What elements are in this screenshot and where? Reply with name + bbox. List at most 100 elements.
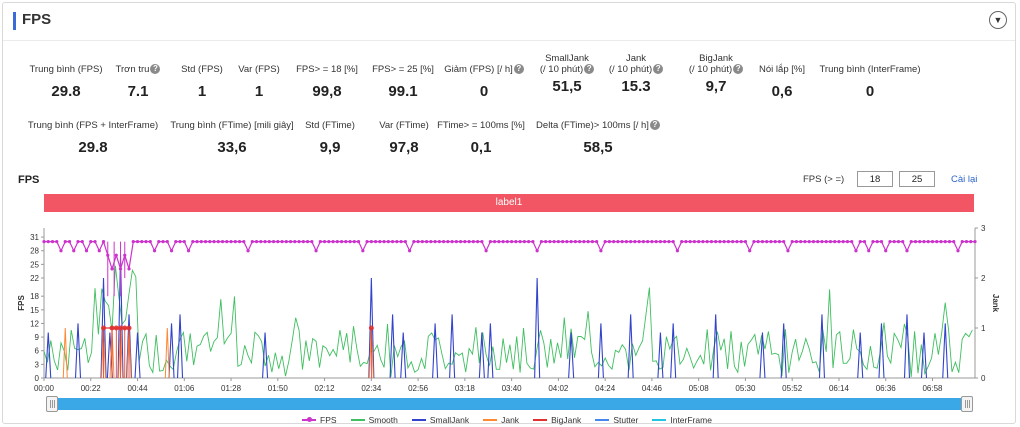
series-fps-point (790, 240, 794, 244)
series-smalljank-spike (106, 332, 113, 379)
series-fps-point (135, 240, 140, 244)
series-fps-line (44, 239, 975, 271)
series-fps-point (89, 240, 93, 244)
panel-header: FPS ▼ (3, 3, 1015, 41)
series-fps-point (573, 240, 577, 244)
series-fps-point (276, 240, 280, 244)
help-icon[interactable]: ? (150, 64, 161, 75)
series-fps-point (288, 240, 293, 244)
help-icon[interactable]: ? (513, 64, 524, 75)
fps-threshold-low-input[interactable] (857, 171, 893, 187)
series-fps-point (293, 240, 297, 244)
y2-axis-label: Jank (991, 294, 1000, 313)
chevron-down-icon[interactable]: ▼ (989, 11, 1007, 29)
series-smalljank-spike (597, 323, 604, 379)
stat-label: Nói lắp [%] (759, 64, 805, 75)
series-fps-point (84, 249, 89, 253)
legend-item[interactable]: Smooth (350, 414, 398, 426)
series-fps-point (603, 240, 607, 244)
stat-value: 7.1 (127, 83, 149, 100)
y-tick-label: 31 (30, 233, 39, 242)
scrollbar-left-handle[interactable] (46, 396, 58, 412)
reset-link[interactable]: Cài lại (951, 174, 978, 185)
series-fps-point (339, 240, 344, 244)
series-fps-point (484, 249, 488, 253)
series-fps-point (152, 249, 157, 253)
series-fps-point (97, 249, 101, 253)
help-icon[interactable]: ? (584, 64, 595, 75)
help-icon[interactable]: ? (733, 64, 744, 75)
legend-label: Stutter (613, 415, 639, 425)
legend-label: Jank (501, 415, 520, 425)
legend-item[interactable]: BigJank (533, 414, 581, 426)
series-fps-point (786, 249, 790, 253)
series-fps-point (918, 240, 922, 244)
stat-value: 1 (254, 83, 264, 100)
series-smalljank-spike (568, 332, 575, 379)
help-icon[interactable]: ? (649, 120, 660, 131)
label-bar[interactable]: label1 (44, 194, 974, 212)
series-fps-point (833, 240, 837, 244)
x-tick-label: 01:06 (174, 384, 195, 393)
series-fps-point (875, 240, 879, 244)
series-fps-point (505, 240, 509, 244)
series-smalljank-spike (176, 314, 184, 379)
legend-item[interactable]: Jank (483, 414, 519, 426)
series-fps-point (80, 240, 84, 244)
series-fps-point (616, 240, 620, 244)
timeline-scrollbar[interactable] (46, 398, 972, 410)
series-fps-point (110, 267, 114, 271)
series-smalljank-spike (627, 314, 634, 379)
series-fps-point (140, 240, 144, 244)
series-fps-point (331, 240, 335, 244)
stat-value: 99,8 (312, 83, 342, 100)
series-fps-point (548, 240, 552, 244)
help-icon[interactable]: ? (653, 64, 664, 75)
series-fps-point (476, 240, 480, 244)
series-fps-point (237, 240, 242, 244)
series-smalljank-spike (134, 332, 141, 379)
series-smalljank-spike (878, 323, 885, 379)
stat-label: FPS> = 25 [%] (372, 64, 434, 75)
series-fps-point (378, 240, 382, 244)
panel-title: FPS (22, 11, 52, 28)
series-fps-point (63, 240, 67, 244)
series-fps-point (114, 253, 118, 257)
stat-label: Std (FTime) (305, 120, 355, 131)
series-fps-point (216, 240, 220, 244)
series-fps-point (46, 240, 50, 244)
legend-swatch (302, 417, 317, 422)
legend-item[interactable]: FPS (302, 414, 337, 426)
series-fps-point (641, 240, 646, 244)
series-fps-point (709, 240, 714, 244)
stat-label: Jank (625, 53, 647, 64)
legend-label: BigJank (551, 415, 582, 425)
stat-label: FTime> = 100ms [%] (437, 120, 525, 131)
y-tick-label: 9 (35, 333, 40, 342)
series-fps-point (527, 240, 531, 244)
series-fps-point (263, 240, 267, 244)
series-fps-point (203, 240, 208, 244)
scrollbar-right-handle[interactable] (961, 396, 973, 412)
legend-item[interactable]: Stutter (595, 414, 638, 426)
series-fps-point (518, 240, 522, 244)
series-fps-point (403, 240, 407, 244)
series-fps-point (165, 240, 169, 244)
series-fps-point (161, 240, 165, 244)
stat-row1-item: Std (FPS) 1 (122, 64, 282, 100)
legend-item[interactable]: SmallJank (411, 414, 470, 426)
series-fps-point (845, 240, 850, 244)
y-tick-label: 3 (35, 360, 40, 369)
legend-label: InterFrame (670, 415, 712, 425)
legend-label: SmallJank (429, 415, 470, 425)
series-fps-point (356, 240, 361, 244)
x-tick-label: 06:36 (876, 384, 897, 393)
fps-threshold-high-input[interactable] (899, 171, 935, 187)
series-fps-point (386, 240, 390, 244)
legend-item[interactable]: InterFrame (652, 414, 712, 426)
series-smalljank-spike (100, 277, 107, 379)
series-fps-point (510, 240, 514, 244)
series-fps-point (246, 249, 250, 253)
stat-row1-item: Nói lắp [%] 0,6 (702, 64, 862, 100)
